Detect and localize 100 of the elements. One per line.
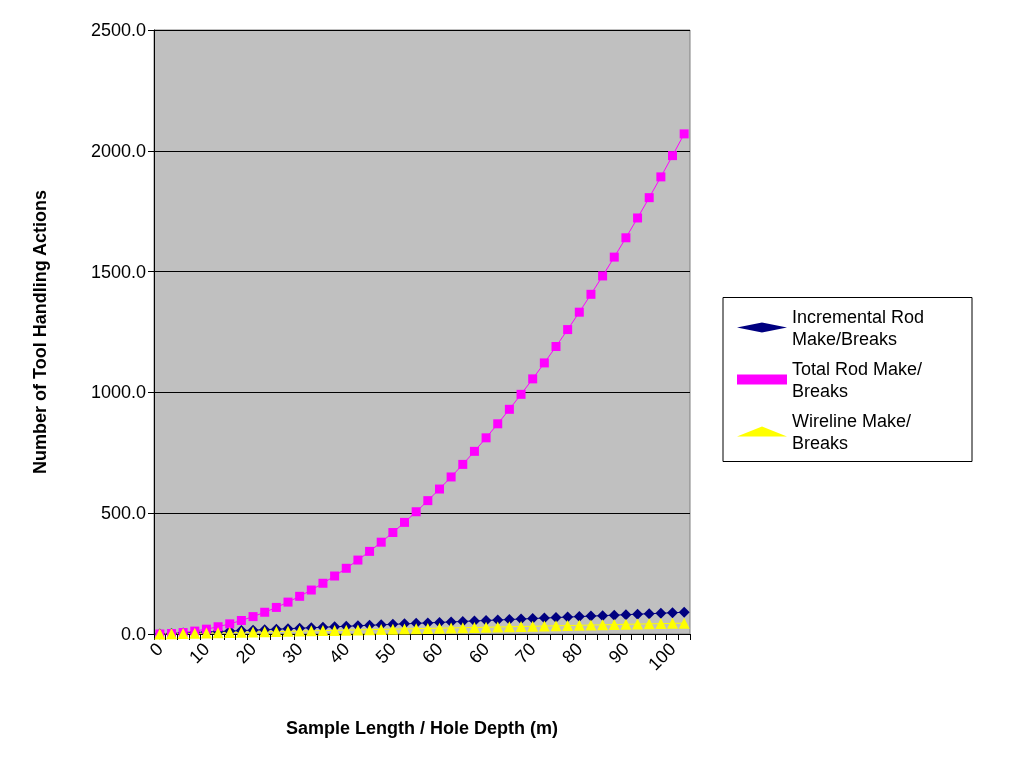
- x-tick-label: 20: [231, 638, 261, 668]
- point: [562, 620, 574, 632]
- point: [598, 271, 608, 281]
- point: [480, 621, 492, 633]
- x-tick-label: 60: [418, 638, 447, 668]
- point: [353, 555, 363, 565]
- point: [423, 496, 433, 506]
- point: [248, 612, 258, 622]
- point: [458, 459, 468, 469]
- x-axis-title: Sample Length / Hole Depth (m): [285, 718, 559, 738]
- point: [668, 151, 678, 161]
- y-tick-label: 0.0: [120, 624, 146, 644]
- point: [632, 618, 644, 630]
- point: [527, 620, 539, 632]
- point: [573, 611, 585, 623]
- point: [515, 613, 527, 625]
- point: [586, 289, 596, 299]
- point: [516, 389, 526, 399]
- point: [551, 342, 561, 351]
- point: [317, 625, 329, 637]
- x-tick-label: 100: [644, 638, 680, 675]
- point: [330, 571, 340, 581]
- point: [492, 621, 504, 633]
- x-tick-label: 10: [185, 638, 214, 668]
- point: [388, 528, 398, 538]
- y-tick-label: 500.0: [100, 503, 146, 524]
- point: [528, 374, 538, 384]
- point: [620, 618, 632, 630]
- x-tick-label: 30: [278, 638, 307, 668]
- point: [375, 623, 387, 635]
- x-tick-label: 0: [145, 638, 167, 661]
- point: [538, 612, 550, 624]
- point: [597, 610, 609, 622]
- point: [365, 546, 375, 556]
- point: [573, 619, 585, 631]
- point: [608, 619, 620, 631]
- point: [539, 358, 549, 368]
- point: [679, 129, 689, 139]
- point: [364, 624, 376, 636]
- point: [469, 446, 479, 456]
- point: [295, 591, 305, 601]
- x-tick-label: 80: [558, 638, 587, 668]
- point: [271, 602, 281, 612]
- y-tick-label: 1000.0: [90, 382, 146, 403]
- point: [422, 622, 434, 634]
- point: [318, 578, 328, 588]
- point: [468, 621, 480, 633]
- point: [480, 614, 492, 626]
- point: [445, 622, 457, 634]
- point: [457, 622, 469, 634]
- point: [563, 325, 573, 335]
- point: [493, 419, 503, 429]
- point: [399, 623, 411, 635]
- point: [608, 609, 620, 621]
- point: [655, 607, 667, 619]
- point: [655, 618, 667, 630]
- point: [667, 607, 679, 619]
- point: [643, 618, 655, 630]
- point: [644, 193, 654, 203]
- point: [213, 622, 223, 632]
- point: [585, 610, 597, 622]
- x-tick-label: 40: [325, 638, 354, 668]
- point: [667, 617, 679, 629]
- point: [620, 609, 632, 621]
- point: [341, 563, 351, 573]
- point: [340, 624, 352, 636]
- point: [492, 614, 504, 626]
- point: [376, 537, 386, 547]
- point: [504, 404, 514, 414]
- point: [283, 597, 293, 607]
- y-tick-label: 2500.0: [90, 20, 146, 40]
- y-tick-label: 1500.0: [90, 261, 146, 282]
- point: [503, 621, 515, 633]
- y-axis-title: Number of Tool Handling Actions: [30, 190, 50, 474]
- point: [481, 433, 491, 443]
- point: [306, 585, 316, 595]
- point: [387, 623, 399, 635]
- point: [656, 172, 666, 182]
- point: [503, 614, 515, 625]
- point: [632, 608, 644, 620]
- point: [410, 623, 422, 635]
- point: [550, 620, 562, 632]
- y-tick-label: 2000.0: [90, 140, 146, 161]
- legend-label: Wireline Make/Breaks: [792, 410, 912, 453]
- x-tick-label: 50: [371, 638, 400, 668]
- point: [538, 620, 550, 632]
- point: [574, 307, 584, 317]
- point: [411, 507, 421, 517]
- point: [260, 607, 270, 617]
- point: [400, 517, 410, 527]
- point: [597, 619, 609, 631]
- point: [562, 611, 574, 623]
- point: [609, 252, 619, 262]
- x-tick-label: 90: [604, 638, 633, 668]
- point: [433, 622, 445, 634]
- point: [585, 619, 597, 631]
- point: [446, 472, 456, 482]
- point: [678, 617, 690, 629]
- point: [515, 621, 527, 633]
- point: [678, 606, 690, 618]
